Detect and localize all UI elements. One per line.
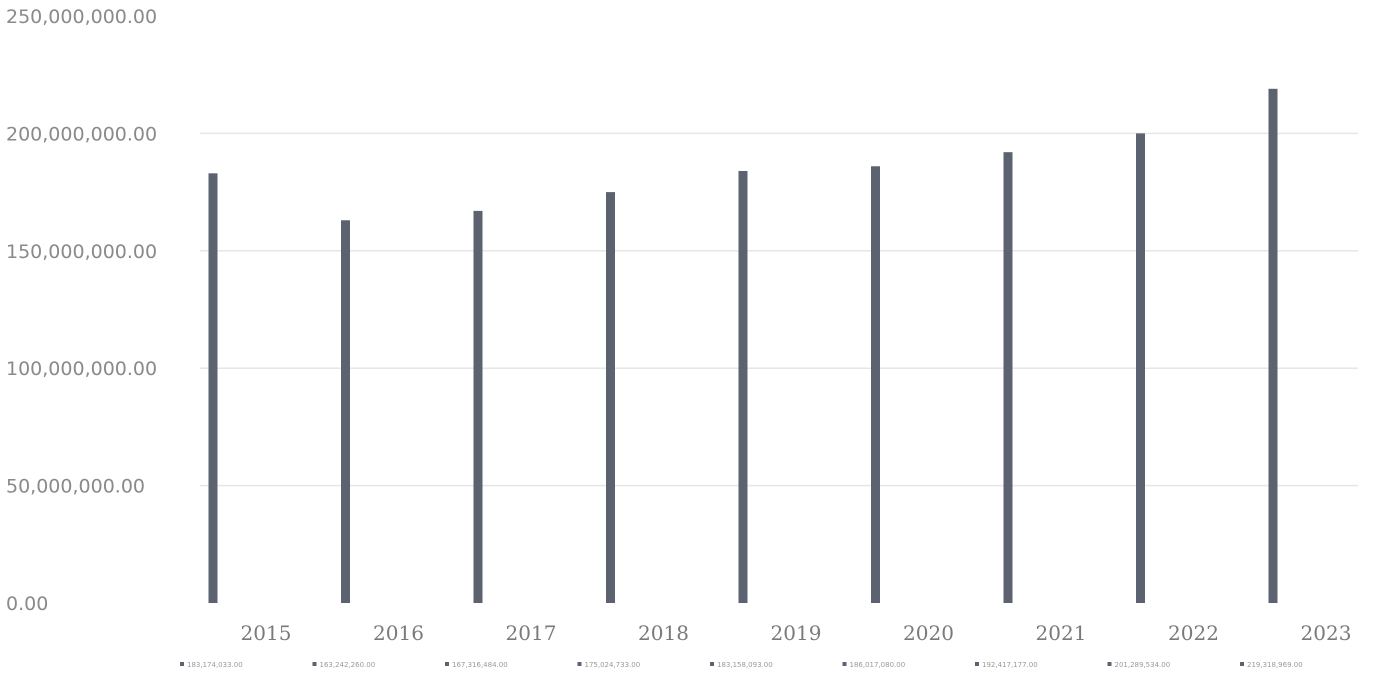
bar — [871, 166, 880, 603]
legend-swatch — [577, 662, 582, 666]
legend-label: 183,174,033.00 — [187, 661, 243, 669]
bar — [738, 170, 748, 603]
bar — [473, 210, 483, 603]
x-tick-label: 2020 — [903, 621, 954, 645]
y-tick-label: 200,000,000.00 — [6, 123, 157, 145]
legend-swatch — [1107, 662, 1112, 666]
legend-label: 186,017,080.00 — [850, 661, 906, 669]
bar — [208, 173, 218, 604]
y-tick-label: 150,000,000.00 — [6, 241, 157, 263]
bar — [1003, 152, 1013, 603]
legend-label: 219,318,969.00 — [1247, 661, 1303, 669]
x-tick-label: 2018 — [638, 621, 689, 645]
y-axis-tick-labels: 0.00 50,000,000.00 100,000,000.00 150,000,0… — [6, 6, 157, 615]
legend-label: 163,242,260.00 — [320, 661, 376, 669]
bar — [606, 192, 615, 603]
x-tick-label: 2019 — [771, 621, 822, 645]
legend-label: 201,289,534.00 — [1115, 661, 1171, 669]
legend-label: 183,158,093.00 — [717, 661, 773, 669]
bar — [1136, 133, 1145, 603]
legend-swatch — [180, 662, 184, 666]
legend-swatch — [975, 662, 979, 666]
bar — [341, 220, 350, 603]
x-tick-label: 2017 — [506, 621, 557, 645]
legend-swatch — [445, 662, 449, 666]
legend-swatch — [1240, 662, 1244, 666]
legend: 183,174,033.00 163,242,260.00 167,316,484.… — [180, 661, 1303, 669]
bars — [208, 88, 1278, 604]
legend-swatch — [710, 662, 714, 666]
legend-swatch — [842, 662, 847, 666]
legend-label: 167,316,484.00 — [452, 661, 508, 669]
x-axis-tick-labels: 2015 2016 2017 2018 2019 2020 2021 2022 2023 — [241, 621, 1352, 645]
y-tick-label: 100,000,000.00 — [6, 358, 157, 380]
gridlines — [200, 132, 1358, 487]
x-tick-label: 2015 — [241, 621, 292, 645]
legend-swatch — [312, 662, 317, 666]
x-tick-label: 2016 — [373, 621, 424, 645]
y-tick-label: 0.00 — [6, 593, 48, 615]
x-tick-label: 2021 — [1036, 621, 1087, 645]
y-tick-label: 50,000,000.00 — [6, 476, 145, 498]
x-tick-label: 2022 — [1168, 621, 1219, 645]
y-tick-label: 250,000,000.00 — [6, 6, 157, 28]
legend-label: 175,024,733.00 — [585, 661, 641, 669]
legend-label: 192,417,177.00 — [982, 661, 1038, 669]
bar — [1268, 88, 1278, 603]
x-tick-label: 2023 — [1301, 621, 1352, 645]
